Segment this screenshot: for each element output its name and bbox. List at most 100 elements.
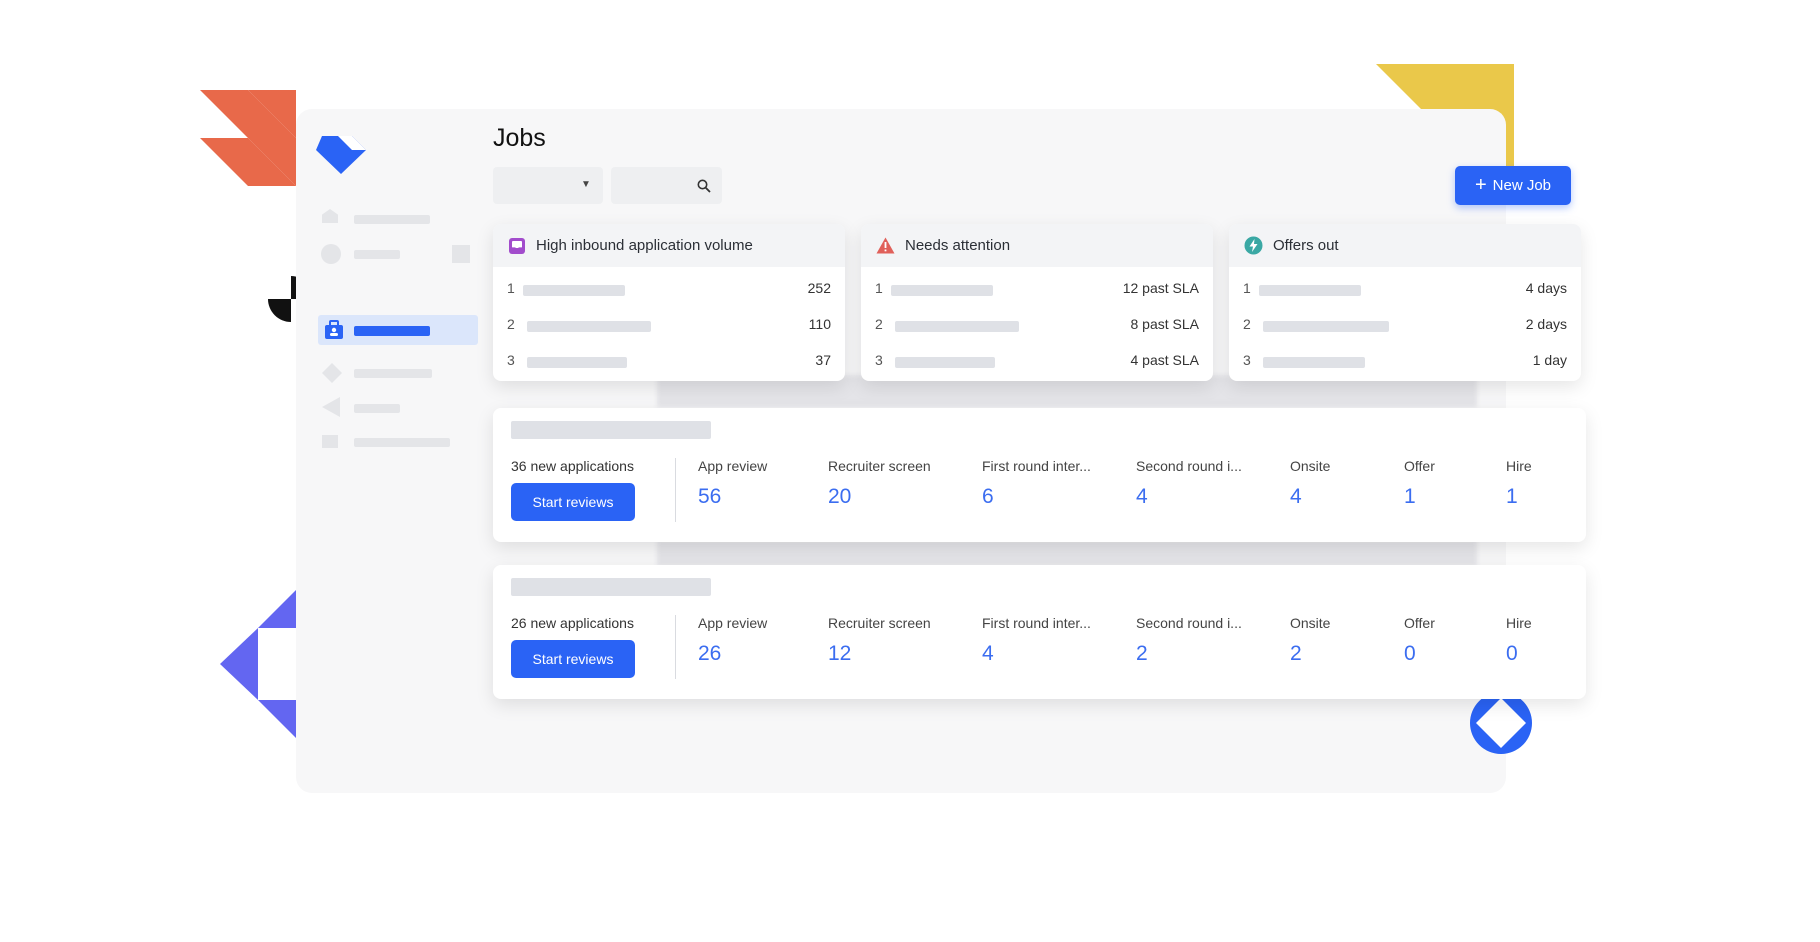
home-icon[interactable] xyxy=(322,209,338,223)
stage-count[interactable]: 4 xyxy=(1136,485,1148,508)
circle-icon[interactable] xyxy=(321,244,341,264)
stage-label: Onsite xyxy=(1290,615,1331,631)
stage-label: First round inter... xyxy=(982,458,1091,474)
list-item[interactable]: 1 4 days xyxy=(1229,280,1581,300)
search-input[interactable] xyxy=(611,167,722,204)
violet-chevron-decoration xyxy=(220,590,296,738)
new-job-label: New Job xyxy=(1492,177,1552,194)
search-icon xyxy=(697,179,711,193)
rank: 2 xyxy=(1243,316,1251,332)
stage-label: App review xyxy=(698,615,768,631)
briefcase-icon[interactable] xyxy=(324,320,344,340)
list-item[interactable]: 1 252 xyxy=(493,280,845,300)
rank: 2 xyxy=(507,316,515,332)
stage-count[interactable]: 56 xyxy=(698,485,722,508)
stage-count[interactable]: 20 xyxy=(828,485,852,508)
divider xyxy=(675,458,676,522)
stage-count[interactable]: 12 xyxy=(828,642,852,665)
stage-count[interactable]: 6 xyxy=(982,485,994,508)
rank: 3 xyxy=(1243,352,1251,368)
stage-label: Second round i... xyxy=(1136,458,1242,474)
new-applications-count: 26 new applications xyxy=(511,615,634,631)
filter-dropdown[interactable]: ▼ xyxy=(493,167,603,204)
background-shadow xyxy=(657,540,1477,566)
stage-count[interactable]: 0 xyxy=(1506,642,1518,665)
square-icon[interactable] xyxy=(452,245,470,263)
card-title: High inbound application volume xyxy=(536,237,753,254)
new-applications-count: 36 new applications xyxy=(511,458,634,474)
start-reviews-button[interactable]: Start reviews xyxy=(511,483,635,521)
stage-count[interactable]: 2 xyxy=(1290,642,1302,665)
sidebar-item-placeholder[interactable] xyxy=(354,215,430,224)
stage-count[interactable]: 1 xyxy=(1506,485,1518,508)
row-value: 110 xyxy=(808,316,831,332)
caret-down-icon: ▼ xyxy=(581,179,591,190)
stage-label: Hire xyxy=(1506,615,1532,631)
alert-card-offers-out[interactable]: Offers out 1 4 days 2 2 days 3 1 day xyxy=(1229,224,1581,381)
sidebar-item-placeholder[interactable] xyxy=(354,250,400,259)
job-name-placeholder xyxy=(895,321,1019,332)
list-item[interactable]: 2 110 xyxy=(493,316,845,336)
stage-label: Onsite xyxy=(1290,458,1331,474)
row-value: 4 days xyxy=(1525,280,1567,296)
sidebar-item-jobs-label[interactable] xyxy=(354,326,430,336)
stage-count[interactable]: 4 xyxy=(1290,485,1302,508)
job-name-placeholder xyxy=(527,357,627,368)
job-name-placeholder xyxy=(527,321,651,332)
square-icon[interactable] xyxy=(322,435,338,448)
list-item[interactable]: 3 1 day xyxy=(1229,352,1581,372)
row-value: 4 past SLA xyxy=(1130,352,1200,368)
job-name-placeholder xyxy=(1263,321,1389,332)
sidebar-item-placeholder[interactable] xyxy=(354,369,432,378)
blue-diamond-decoration xyxy=(1470,692,1532,754)
alert-card-high-volume[interactable]: High inbound application volume 1 252 2 11… xyxy=(493,224,845,381)
stage-count[interactable]: 0 xyxy=(1404,642,1416,665)
stage-count[interactable]: 2 xyxy=(1136,642,1148,665)
row-value: 12 past SLA xyxy=(1122,280,1199,296)
divider xyxy=(675,615,676,679)
lightning-icon xyxy=(1244,236,1263,255)
job-name-placeholder xyxy=(1263,357,1365,368)
stage-label: Offer xyxy=(1404,458,1435,474)
warning-icon xyxy=(876,237,895,254)
rank: 3 xyxy=(875,352,883,368)
diamond-icon[interactable] xyxy=(322,363,342,383)
row-value: 8 past SLA xyxy=(1130,316,1200,332)
stage-label: Recruiter screen xyxy=(828,615,931,631)
list-item[interactable]: 1 12 past SLA xyxy=(861,280,1213,300)
list-item[interactable]: 3 4 past SLA xyxy=(861,352,1213,372)
row-value: 252 xyxy=(807,280,831,296)
alert-card-needs-attention[interactable]: Needs attention 1 12 past SLA 2 8 past SLA… xyxy=(861,224,1213,381)
rank: 1 xyxy=(1243,280,1251,296)
stage-label: First round inter... xyxy=(982,615,1091,631)
list-item[interactable]: 2 2 days xyxy=(1229,316,1581,336)
card-title: Needs attention xyxy=(905,237,1011,254)
stage-count[interactable]: 26 xyxy=(698,642,722,665)
stage-label: Offer xyxy=(1404,615,1435,631)
start-reviews-button[interactable]: Start reviews xyxy=(511,640,635,678)
rank: 1 xyxy=(507,280,515,296)
rank: 2 xyxy=(875,316,883,332)
job-pipeline-card[interactable]: 26 new applications Start reviews App re… xyxy=(493,565,1586,699)
stage-count[interactable]: 1 xyxy=(1404,485,1416,508)
stage-count[interactable]: 4 xyxy=(982,642,994,665)
stage-label: Second round i... xyxy=(1136,615,1242,631)
stage-label: Hire xyxy=(1506,458,1532,474)
sidebar-item-placeholder[interactable] xyxy=(354,438,450,447)
job-name-placeholder xyxy=(1259,285,1361,296)
app-logo-icon[interactable] xyxy=(314,130,368,174)
new-job-button[interactable]: + New Job xyxy=(1455,166,1571,205)
card-title: Offers out xyxy=(1273,237,1339,254)
list-item[interactable]: 3 37 xyxy=(493,352,845,372)
list-item[interactable]: 2 8 past SLA xyxy=(861,316,1213,336)
job-name-placeholder xyxy=(895,357,995,368)
job-name-placeholder xyxy=(511,421,711,439)
sidebar-item-placeholder[interactable] xyxy=(354,404,400,413)
plus-icon: + xyxy=(1474,173,1487,196)
job-name-placeholder xyxy=(511,578,711,596)
rank: 1 xyxy=(875,280,883,296)
row-value: 37 xyxy=(815,352,831,368)
job-pipeline-card[interactable]: 36 new applications Start reviews App re… xyxy=(493,408,1586,542)
row-value: 1 day xyxy=(1532,352,1567,368)
